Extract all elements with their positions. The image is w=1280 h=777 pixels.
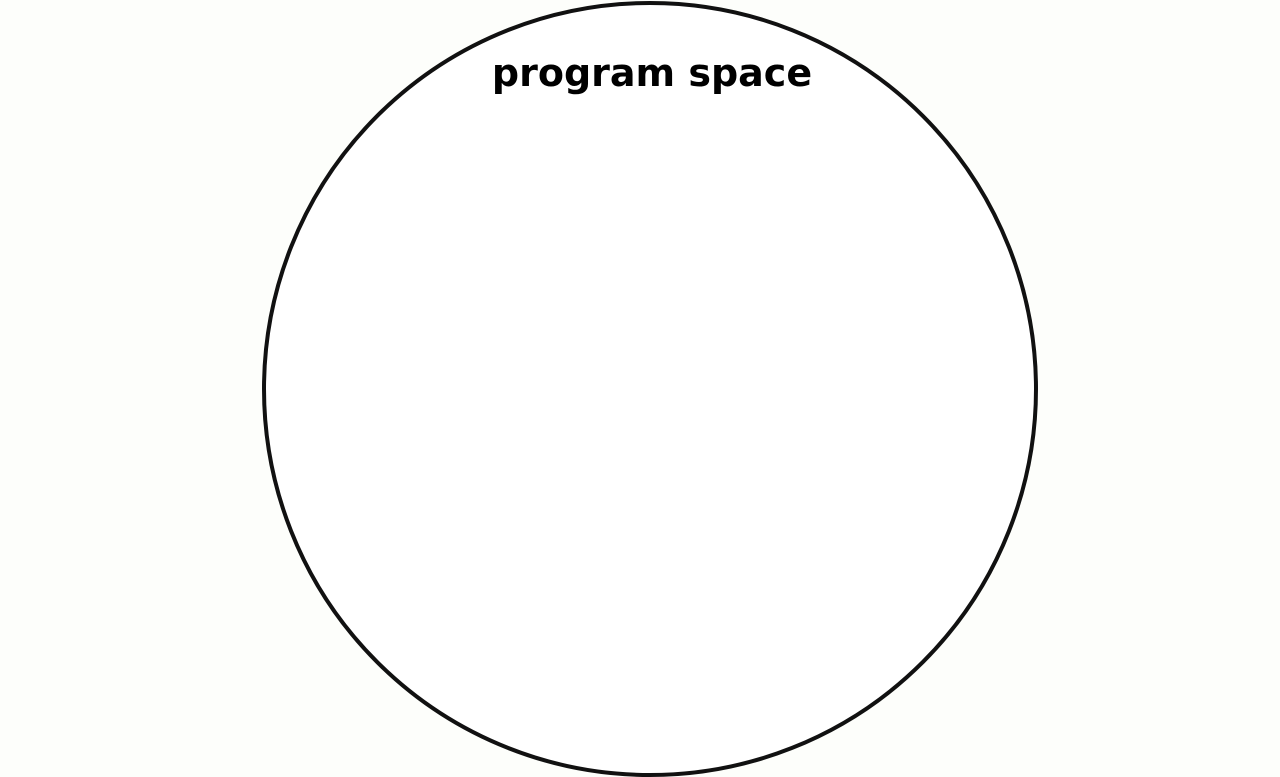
program-space-label: program space [492, 51, 812, 95]
program-space-circle [262, 1, 1038, 777]
